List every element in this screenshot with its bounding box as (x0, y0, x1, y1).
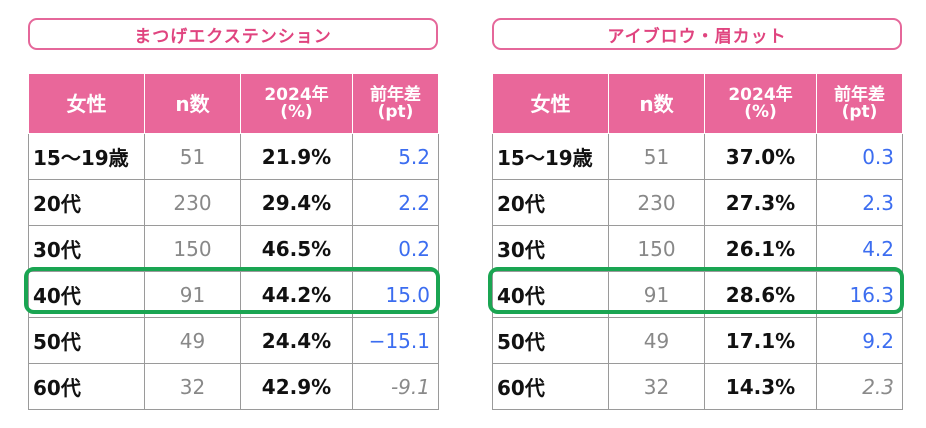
row-diff: 4.2 (816, 225, 903, 272)
row-pct: 37.0% (704, 133, 817, 180)
table-row: 60代 32 14.3% 2.3 (492, 363, 903, 410)
data-table: 女性 n数 2024年 (%) 前年差 (pt) 15〜19歳 51 21.9% 5… (28, 73, 439, 410)
header-row: 女性 n数 2024年 (%) 前年差 (pt) (492, 73, 903, 134)
table-row: 60代 32 42.9% -9.1 (28, 363, 439, 410)
row-pct: 24.4% (240, 317, 353, 364)
header-year: 2024年 (%) (704, 73, 817, 134)
header-gender: 女性 (492, 73, 609, 134)
highlight-box (488, 267, 904, 314)
row-n: 32 (608, 363, 705, 410)
header-n: n数 (608, 73, 705, 134)
highlight-box (24, 267, 440, 314)
row-diff: 0.3 (816, 133, 903, 180)
header-n: n数 (144, 73, 241, 134)
row-n: 49 (144, 317, 241, 364)
row-label: 30代 (28, 225, 145, 272)
table-row: 50代 49 24.4% −15.1 (28, 317, 439, 364)
table-row: 50代 49 17.1% 9.2 (492, 317, 903, 364)
table-row: 30代 150 26.1% 4.2 (492, 225, 903, 272)
panel-title: アイブロウ・眉カット (492, 18, 902, 50)
row-diff: 2.2 (352, 179, 439, 226)
row-pct: 26.1% (704, 225, 817, 272)
panel-eyebrow-cut: アイブロウ・眉カット 女性 n数 2024年 (%) 前年差 (pt) 15〜19歳… (488, 18, 904, 410)
row-pct: 42.9% (240, 363, 353, 410)
row-pct: 14.3% (704, 363, 817, 410)
table-row: 20代 230 29.4% 2.2 (28, 179, 439, 226)
table-row: 30代 150 46.5% 0.2 (28, 225, 439, 272)
row-n: 32 (144, 363, 241, 410)
row-diff: 2.3 (816, 363, 903, 410)
row-n: 150 (144, 225, 241, 272)
row-label: 20代 (28, 179, 145, 226)
table-row: 20代 230 27.3% 2.3 (492, 179, 903, 226)
row-diff: 9.2 (816, 317, 903, 364)
row-label: 50代 (492, 317, 609, 364)
row-diff: 0.2 (352, 225, 439, 272)
row-pct: 29.4% (240, 179, 353, 226)
header-gender: 女性 (28, 73, 145, 134)
row-label: 60代 (492, 363, 609, 410)
table-row: 15〜19歳 51 21.9% 5.2 (28, 133, 439, 180)
header-diff: 前年差 (pt) (352, 73, 439, 134)
row-n: 51 (608, 133, 705, 180)
row-pct: 21.9% (240, 133, 353, 180)
row-diff: −15.1 (352, 317, 439, 364)
data-table: 女性 n数 2024年 (%) 前年差 (pt) 15〜19歳 51 37.0% 0… (492, 73, 903, 410)
row-label: 15〜19歳 (492, 133, 609, 180)
row-n: 49 (608, 317, 705, 364)
row-label: 15〜19歳 (28, 133, 145, 180)
row-diff: 2.3 (816, 179, 903, 226)
row-label: 20代 (492, 179, 609, 226)
row-pct: 17.1% (704, 317, 817, 364)
panel-eyelash-extension: まつげエクステンション 女性 n数 2024年 (%) 前年差 (pt) 15〜19… (24, 18, 440, 410)
row-diff: 5.2 (352, 133, 439, 180)
row-label: 50代 (28, 317, 145, 364)
row-pct: 27.3% (704, 179, 817, 226)
table-row: 15〜19歳 51 37.0% 0.3 (492, 133, 903, 180)
header-diff: 前年差 (pt) (816, 73, 903, 134)
header-row: 女性 n数 2024年 (%) 前年差 (pt) (28, 73, 439, 134)
row-n: 51 (144, 133, 241, 180)
row-n: 230 (144, 179, 241, 226)
row-n: 150 (608, 225, 705, 272)
row-label: 60代 (28, 363, 145, 410)
row-diff: -9.1 (352, 363, 439, 410)
panel-title: まつげエクステンション (28, 18, 438, 50)
row-n: 230 (608, 179, 705, 226)
header-year: 2024年 (%) (240, 73, 353, 134)
row-label: 30代 (492, 225, 609, 272)
row-pct: 46.5% (240, 225, 353, 272)
